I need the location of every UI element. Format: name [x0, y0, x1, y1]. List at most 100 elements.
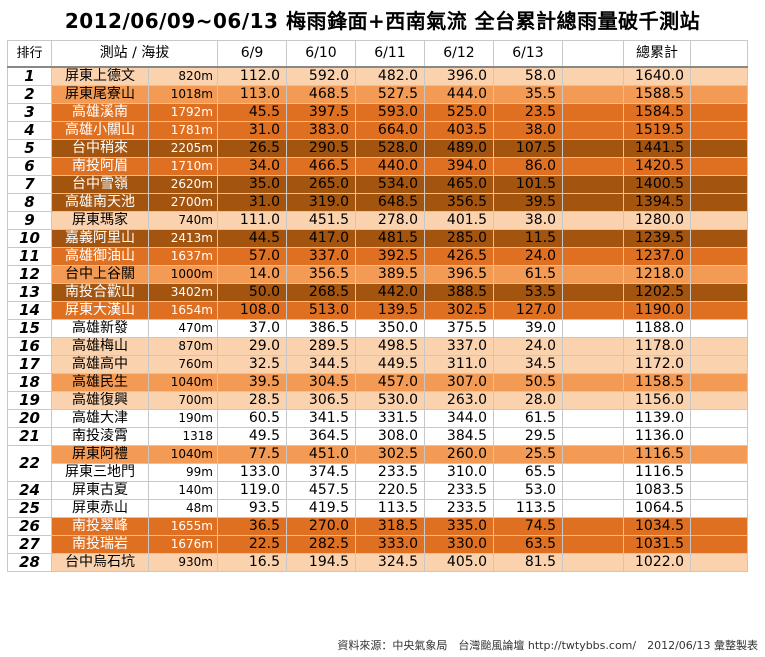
station-name: 屏東古夏 [51, 481, 149, 500]
end-cell [690, 283, 748, 302]
total-rainfall: 1116.5 [623, 445, 691, 464]
day-2-rainfall: 457.5 [286, 481, 356, 500]
day-2-rainfall: 270.0 [286, 517, 356, 536]
station-altitude: 1018m [148, 85, 218, 104]
end-cell [690, 211, 748, 230]
rank-cell: 10 [7, 229, 52, 248]
day-3-rainfall: 593.0 [355, 103, 425, 122]
station-name: 屏東尾寮山 [51, 85, 149, 104]
end-cell [690, 66, 748, 86]
day-2-rainfall: 374.5 [286, 463, 356, 482]
total-rainfall: 1640.0 [623, 66, 691, 86]
rank-cell: 24 [7, 481, 52, 500]
header-day-5: 6/13 [493, 40, 563, 68]
rank-cell: 14 [7, 301, 52, 320]
day-2-rainfall: 356.5 [286, 265, 356, 284]
table-row: 20 高雄大津 190m 60.5 341.5 331.5 344.0 61.5 1139.0 [7, 409, 748, 428]
total-rainfall: 1116.5 [623, 463, 691, 482]
day-4-rainfall: 403.5 [424, 121, 494, 140]
station-name: 台中雪嶺 [51, 175, 149, 194]
day-1-rainfall: 133.0 [217, 463, 287, 482]
total-rainfall: 1172.0 [623, 355, 691, 374]
day-5-rainfall: 24.0 [493, 337, 563, 356]
day-5-rainfall: 86.0 [493, 157, 563, 176]
table-body: 1 屏東上德文 820m 112.0 592.0 482.0 396.0 58.0 1640.0… [7, 66, 748, 572]
day-3-rainfall: 324.5 [355, 553, 425, 572]
day-3-rainfall: 440.0 [355, 157, 425, 176]
day-4-rainfall: 394.0 [424, 157, 494, 176]
day-5-rainfall: 24.0 [493, 247, 563, 266]
end-cell [690, 337, 748, 356]
day-2-rainfall: 337.0 [286, 247, 356, 266]
station-name: 屏東上德文 [51, 66, 149, 86]
total-rainfall: 1190.0 [623, 301, 691, 320]
station-altitude: 1781m [148, 121, 218, 140]
day-4-rainfall: 396.5 [424, 265, 494, 284]
table-row: 24 屏東古夏 140m 119.0 457.5 220.5 233.5 53.0 1083.5 [7, 481, 748, 500]
station-altitude: 3402m [148, 283, 218, 302]
station-altitude: 140m [148, 481, 218, 500]
gap-cell [562, 193, 624, 212]
station-altitude: 1654m [148, 301, 218, 320]
station-altitude: 760m [148, 355, 218, 374]
total-rainfall: 1588.5 [623, 85, 691, 104]
total-rainfall: 1280.0 [623, 211, 691, 230]
rank-cell: 19 [7, 391, 52, 410]
end-cell [690, 481, 748, 500]
day-5-rainfall: 25.5 [493, 445, 563, 464]
end-cell [690, 319, 748, 338]
gap-cell [562, 211, 624, 230]
gap-cell [562, 553, 624, 572]
day-4-rainfall: 302.5 [424, 301, 494, 320]
rank-cell: 21 [7, 427, 52, 446]
header-day-3: 6/11 [355, 40, 425, 68]
rank-cell: 1 [7, 66, 52, 86]
header-rank: 排行 [7, 40, 52, 68]
gap-cell [562, 175, 624, 194]
gap-cell [562, 301, 624, 320]
day-3-rainfall: 530.0 [355, 391, 425, 410]
day-3-rainfall: 318.5 [355, 517, 425, 536]
day-1-rainfall: 113.0 [217, 85, 287, 104]
table-row: 8 高雄南天池 2700m 31.0 319.0 648.5 356.5 39.5 1394.5 [7, 193, 748, 212]
day-5-rainfall: 53.0 [493, 481, 563, 500]
table-row: 9 屏東瑪家 740m 111.0 451.5 278.0 401.5 38.0 1280.0 [7, 211, 748, 230]
day-1-rainfall: 77.5 [217, 445, 287, 464]
day-4-rainfall: 426.5 [424, 247, 494, 266]
day-2-rainfall: 290.5 [286, 139, 356, 158]
station-name: 高雄梅山 [51, 337, 149, 356]
day-5-rainfall: 28.0 [493, 391, 563, 410]
day-3-rainfall: 333.0 [355, 535, 425, 554]
gap-cell [562, 535, 624, 554]
day-2-rainfall: 344.5 [286, 355, 356, 374]
day-3-rainfall: 389.5 [355, 265, 425, 284]
day-1-rainfall: 60.5 [217, 409, 287, 428]
station-altitude: 870m [148, 337, 218, 356]
total-rainfall: 1202.5 [623, 283, 691, 302]
day-5-rainfall: 81.5 [493, 553, 563, 572]
rainfall-table: 排行 測站 / 海拔 6/9 6/10 6/11 6/12 6/13 總累計 1… [7, 40, 748, 572]
station-altitude: 1318 [148, 427, 218, 446]
station-name: 屏東三地門 [51, 463, 149, 482]
gap-cell [562, 337, 624, 356]
end-cell [690, 301, 748, 320]
end-cell [690, 157, 748, 176]
gap-cell [562, 121, 624, 140]
header-day-2: 6/10 [286, 40, 356, 68]
rank-cell: 11 [7, 247, 52, 266]
rank-cell: 5 [7, 139, 52, 158]
table-row: 26 南投翠峰 1655m 36.5 270.0 318.5 335.0 74.5 1034.5 [7, 517, 748, 536]
day-3-rainfall: 449.5 [355, 355, 425, 374]
rank-cell: 15 [7, 319, 52, 338]
table-row: 28 台中烏石坑 930m 16.5 194.5 324.5 405.0 81.5 1022.0 [7, 553, 748, 572]
day-3-rainfall: 457.0 [355, 373, 425, 392]
end-cell [690, 121, 748, 140]
end-cell [690, 139, 748, 158]
end-cell [690, 265, 748, 284]
day-3-rainfall: 113.5 [355, 499, 425, 518]
table-row: 5 台中稍來 2205m 26.5 290.5 528.0 489.0 107.5 1441.5 [7, 139, 748, 158]
end-cell [690, 391, 748, 410]
day-5-rainfall: 39.5 [493, 193, 563, 212]
day-1-rainfall: 93.5 [217, 499, 287, 518]
gap-cell [562, 445, 624, 464]
